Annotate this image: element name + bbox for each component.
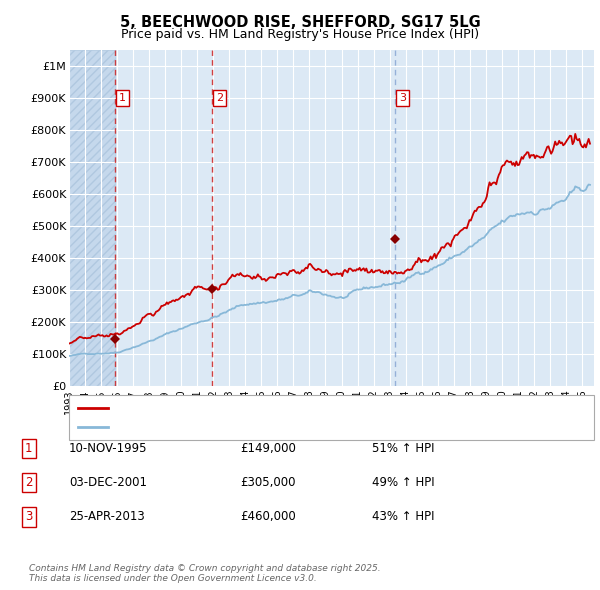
Text: 49% ↑ HPI: 49% ↑ HPI xyxy=(372,476,434,489)
Text: Contains HM Land Registry data © Crown copyright and database right 2025.
This d: Contains HM Land Registry data © Crown c… xyxy=(29,563,380,583)
Text: £460,000: £460,000 xyxy=(240,510,296,523)
Text: 5, BEECHWOOD RISE, SHEFFORD, SG17 5LG (detached house): 5, BEECHWOOD RISE, SHEFFORD, SG17 5LG (d… xyxy=(114,403,463,412)
Bar xyxy=(69,50,115,386)
Text: 2: 2 xyxy=(25,476,32,489)
Text: £305,000: £305,000 xyxy=(240,476,296,489)
Text: 5, BEECHWOOD RISE, SHEFFORD, SG17 5LG: 5, BEECHWOOD RISE, SHEFFORD, SG17 5LG xyxy=(119,15,481,30)
Text: 51% ↑ HPI: 51% ↑ HPI xyxy=(372,442,434,455)
Text: 25-APR-2013: 25-APR-2013 xyxy=(69,510,145,523)
Text: 1: 1 xyxy=(25,442,32,455)
Text: 10-NOV-1995: 10-NOV-1995 xyxy=(69,442,148,455)
Text: 2: 2 xyxy=(216,93,223,103)
Text: 1: 1 xyxy=(119,93,126,103)
Text: HPI: Average price, detached house, Central Bedfordshire: HPI: Average price, detached house, Cent… xyxy=(114,422,436,432)
Text: 3: 3 xyxy=(399,93,406,103)
Text: 03-DEC-2001: 03-DEC-2001 xyxy=(69,476,147,489)
Text: 43% ↑ HPI: 43% ↑ HPI xyxy=(372,510,434,523)
Text: Price paid vs. HM Land Registry's House Price Index (HPI): Price paid vs. HM Land Registry's House … xyxy=(121,28,479,41)
Text: 3: 3 xyxy=(25,510,32,523)
Text: £149,000: £149,000 xyxy=(240,442,296,455)
